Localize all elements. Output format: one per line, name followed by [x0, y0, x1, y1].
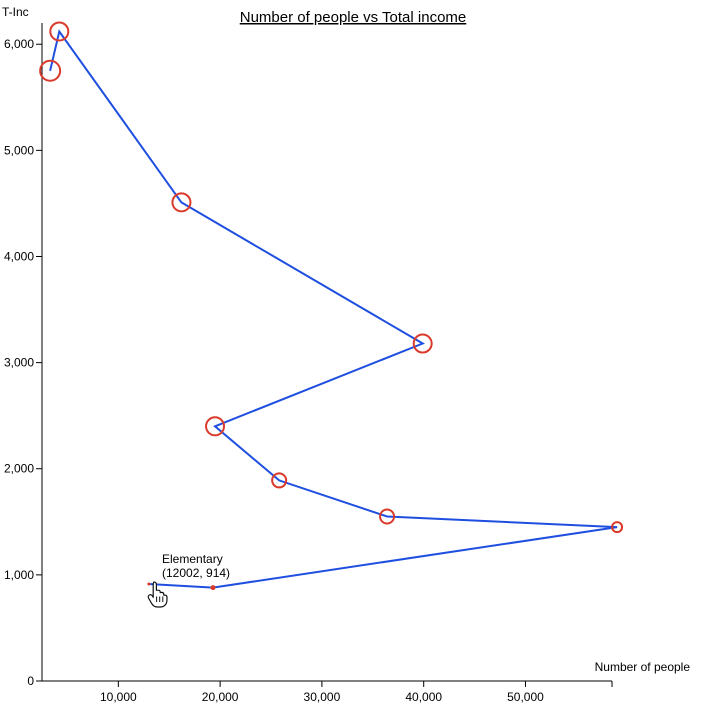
- y-tick-label: 0: [27, 674, 34, 688]
- x-axis: Number of people 10,000 20,000 30,000 40,00…: [42, 660, 690, 704]
- x-tick-label: 20,000: [202, 690, 239, 704]
- y-tick-label: 4,000: [4, 249, 34, 263]
- data-point-marker[interactable]: [205, 416, 226, 437]
- x-tick-label: 10,000: [100, 690, 137, 704]
- data-point-marker[interactable]: [171, 192, 192, 213]
- data-point-marker[interactable]: [412, 333, 433, 354]
- data-point-marker[interactable]: [611, 521, 624, 534]
- tooltip: Elementary (12002, 914): [162, 552, 230, 580]
- x-tick-label: 40,000: [405, 690, 442, 704]
- x-tick-label: 50,000: [507, 690, 544, 704]
- data-point-marker[interactable]: [49, 21, 70, 42]
- x-tick-label: 30,000: [304, 690, 341, 704]
- markers: [39, 21, 624, 591]
- y-axis: T-Inc 0 1,000 2,000 3,000 4,000 5,000 6,000: [2, 5, 43, 688]
- series-layer: [39, 21, 624, 591]
- data-point-marker[interactable]: [39, 59, 62, 82]
- y-tick-label: 1,000: [4, 568, 34, 582]
- chart-title: Number of people vs Total income: [240, 9, 467, 26]
- data-point-marker[interactable]: [379, 508, 396, 525]
- data-point-marker[interactable]: [210, 585, 216, 591]
- tooltip-label: Elementary: [162, 552, 223, 566]
- y-tick-label: 6,000: [4, 37, 34, 51]
- tooltip-value: (12002, 914): [162, 566, 230, 580]
- y-tick-label: 2,000: [4, 462, 34, 476]
- y-axis-label: T-Inc: [2, 5, 29, 19]
- hand-pointer-icon: [147, 581, 168, 608]
- y-tick-label: 5,000: [4, 143, 34, 157]
- series-line: [49, 29, 618, 589]
- data-point-marker[interactable]: [147, 582, 151, 586]
- data-point-marker[interactable]: [271, 472, 288, 489]
- x-axis-label: Number of people: [595, 660, 691, 674]
- y-tick-label: 3,000: [4, 356, 34, 370]
